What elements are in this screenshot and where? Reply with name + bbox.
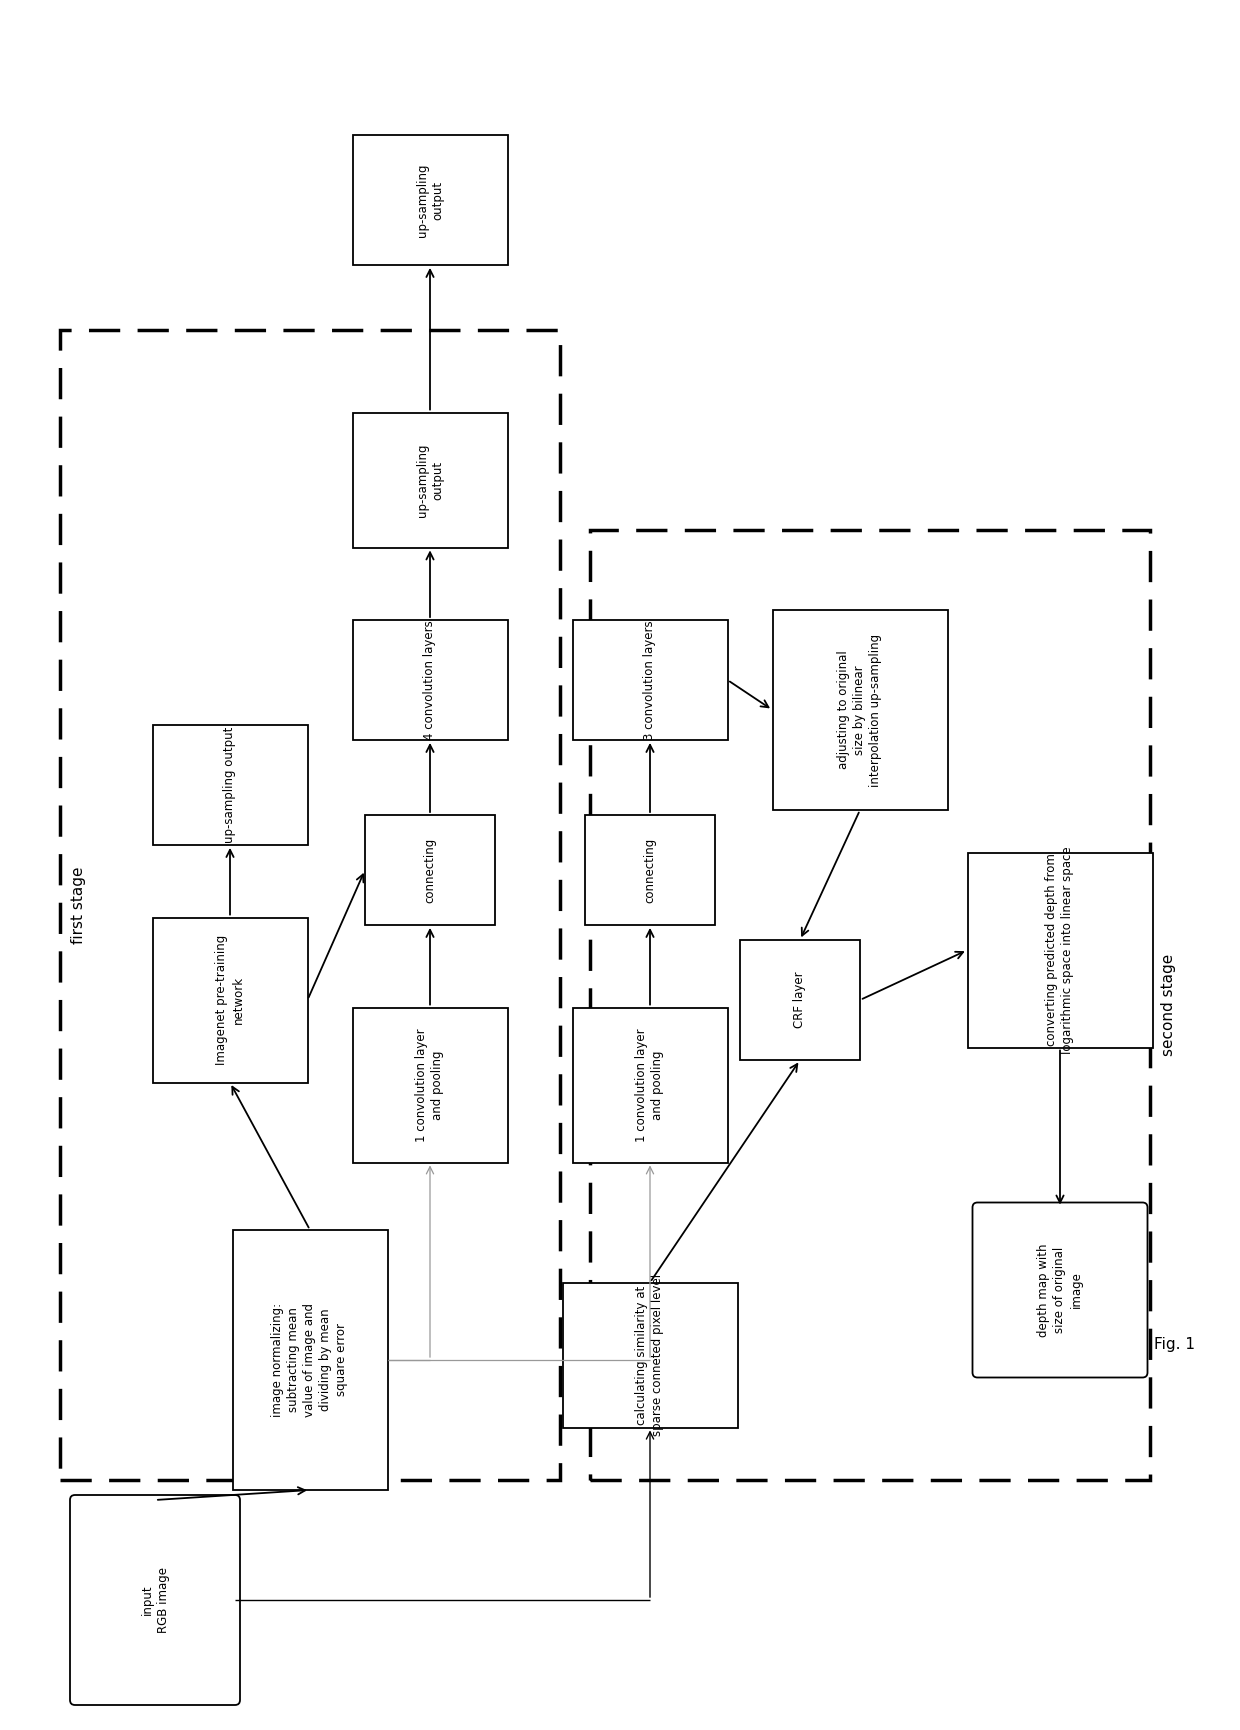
Text: adjusting to original
size by bilinear
interpolation up-sampling: adjusting to original size by bilinear i… (837, 633, 883, 787)
FancyBboxPatch shape (352, 1007, 507, 1163)
Text: second stage: second stage (1161, 953, 1176, 1055)
Text: 1 convolution layer
and pooling: 1 convolution layer and pooling (635, 1028, 665, 1142)
Text: depth map with
size of original
image: depth map with size of original image (1038, 1244, 1083, 1337)
Text: 3 convolution layers: 3 convolution layers (644, 619, 656, 740)
FancyBboxPatch shape (233, 1230, 387, 1490)
Text: calculating similarity at
sparse conneted pixel level: calculating similarity at sparse connete… (635, 1273, 665, 1436)
Bar (60, 330, 560, 1479)
Text: up-sampling output: up-sampling output (223, 727, 237, 843)
Text: up-sampling
output: up-sampling output (415, 163, 444, 237)
FancyBboxPatch shape (573, 1007, 728, 1163)
Text: connecting: connecting (424, 837, 436, 903)
FancyBboxPatch shape (352, 135, 507, 265)
FancyBboxPatch shape (352, 619, 507, 740)
Text: input
RGB image: input RGB image (140, 1567, 170, 1633)
FancyBboxPatch shape (972, 1202, 1147, 1377)
Text: Imagenet pre-training
network: Imagenet pre-training network (216, 934, 244, 1066)
FancyBboxPatch shape (773, 611, 947, 810)
FancyBboxPatch shape (365, 815, 495, 926)
FancyBboxPatch shape (967, 853, 1152, 1047)
FancyBboxPatch shape (563, 1282, 738, 1427)
Text: converting predicted depth from
logarithmic space into linear space: converting predicted depth from logarith… (1045, 846, 1075, 1054)
Text: 4 convolution layers: 4 convolution layers (424, 619, 436, 740)
Text: first stage: first stage (71, 867, 86, 945)
Text: image normalizing:
subtracting mean
value of image and
dividing by mean
square e: image normalizing: subtracting mean valu… (272, 1303, 348, 1417)
FancyBboxPatch shape (352, 412, 507, 547)
Text: up-sampling
output: up-sampling output (415, 443, 444, 517)
FancyBboxPatch shape (69, 1495, 241, 1706)
Text: 1 convolution layer
and pooling: 1 convolution layer and pooling (415, 1028, 444, 1142)
FancyBboxPatch shape (740, 939, 861, 1060)
FancyBboxPatch shape (585, 815, 715, 926)
Text: CRF layer: CRF layer (794, 972, 806, 1028)
Text: connecting: connecting (644, 837, 656, 903)
Bar (590, 529, 1149, 1479)
FancyBboxPatch shape (153, 725, 308, 844)
Text: Fig. 1: Fig. 1 (1154, 1337, 1195, 1353)
FancyBboxPatch shape (153, 917, 308, 1083)
FancyBboxPatch shape (573, 619, 728, 740)
